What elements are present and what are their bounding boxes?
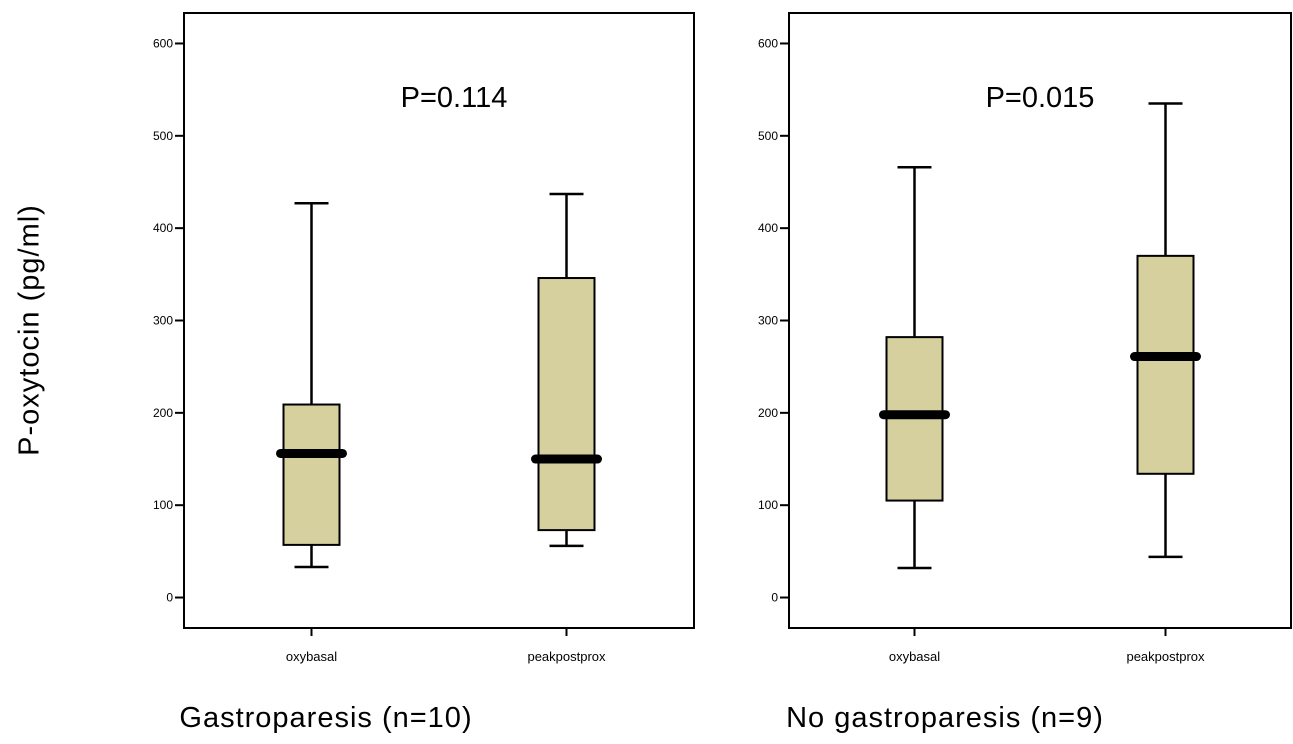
- y-tick-label-gastroparesis: 0: [166, 591, 173, 605]
- x-tick-label-gastroparesis: peakpostprox: [527, 649, 606, 664]
- y-tick-label-no-gastroparesis: 0: [771, 591, 778, 605]
- box-peakpostprox-no-gastroparesis: [1136, 254, 1195, 475]
- y-tick-label-gastroparesis: 300: [153, 314, 173, 328]
- y-tick-label-no-gastroparesis: 400: [758, 221, 778, 235]
- y-tick-label-no-gastroparesis: 300: [758, 314, 778, 328]
- box-peakpostprox-gastroparesis: [537, 277, 596, 532]
- panel-caption-gastroparesis: Gastroparesis (n=10): [179, 702, 473, 734]
- y-tick-label-gastroparesis: 200: [153, 406, 173, 420]
- x-tick-label-no-gastroparesis: peakpostprox: [1126, 649, 1205, 664]
- panel-caption-no-gastroparesis: No gastroparesis (n=9): [786, 702, 1104, 734]
- y-tick-label-gastroparesis: 400: [153, 221, 173, 235]
- y-tick-label-no-gastroparesis: 500: [758, 129, 778, 143]
- box-oxybasal-gastroparesis: [282, 403, 341, 546]
- p-value-annotation-gastroparesis: P=0.114: [401, 82, 508, 114]
- x-tick-label-gastroparesis: oxybasal: [286, 649, 337, 664]
- y-tick-label-no-gastroparesis: 200: [758, 406, 778, 420]
- y-tick-label-gastroparesis: 100: [153, 498, 173, 512]
- y-tick-label-no-gastroparesis: 100: [758, 498, 778, 512]
- y-tick-label-gastroparesis: 500: [153, 129, 173, 143]
- y-tick-label-gastroparesis: 600: [153, 36, 173, 50]
- p-value-annotation-no-gastroparesis: P=0.015: [986, 82, 1095, 114]
- y-tick-label-no-gastroparesis: 600: [758, 36, 778, 50]
- x-tick-label-no-gastroparesis: oxybasal: [889, 649, 940, 664]
